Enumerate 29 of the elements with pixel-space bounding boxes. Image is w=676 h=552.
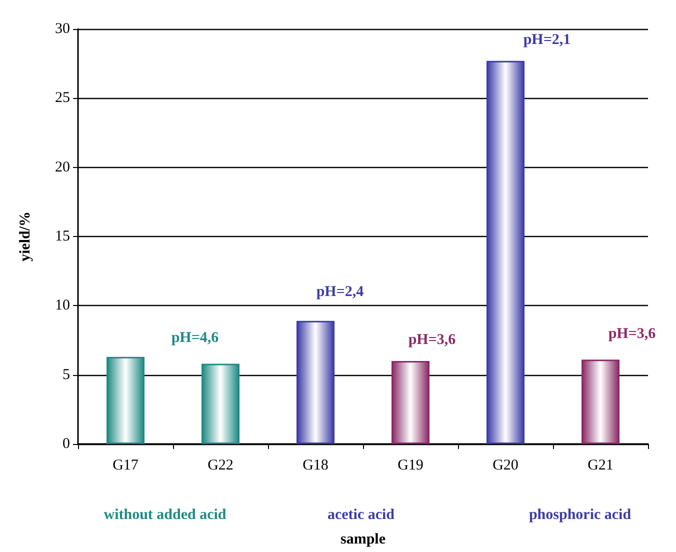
x-tick-label: G17 — [112, 458, 139, 474]
y-tick-label: 25 — [55, 90, 70, 106]
x-tick-label: G22 — [208, 458, 234, 474]
x-tick-label: G19 — [398, 458, 424, 474]
bar — [202, 364, 240, 444]
annotation: pH=2,4 — [316, 284, 364, 300]
y-tick-label: 30 — [55, 21, 70, 37]
bar — [486, 60, 524, 444]
y-tick-label: 5 — [62, 366, 70, 383]
y-axis-title: yield/% — [18, 211, 34, 262]
x-axis-title: sample — [340, 532, 386, 548]
bar — [106, 356, 144, 444]
text: without added acid — [104, 507, 227, 523]
bar — [582, 360, 620, 444]
text: acetic acid — [327, 507, 396, 523]
y-tick-label: 10 — [55, 298, 70, 314]
y-tick-label: 20 — [55, 159, 70, 176]
bar — [392, 361, 430, 444]
annotation: pH=3,6 — [608, 326, 656, 342]
annotation: pH=4,6 — [171, 330, 220, 346]
annotation: pH=3,6 — [408, 332, 456, 348]
x-tick-label: G18 — [302, 458, 328, 474]
text: phosphoric acid — [528, 507, 632, 523]
x-tick-label: G20 — [492, 458, 518, 474]
x-tick-label: G21 — [588, 458, 614, 474]
bar — [296, 320, 334, 444]
annotation: pH=2,1 — [523, 32, 571, 48]
y-tick-label: 15 — [55, 228, 70, 244]
y-tick-label: 0 — [62, 436, 70, 452]
